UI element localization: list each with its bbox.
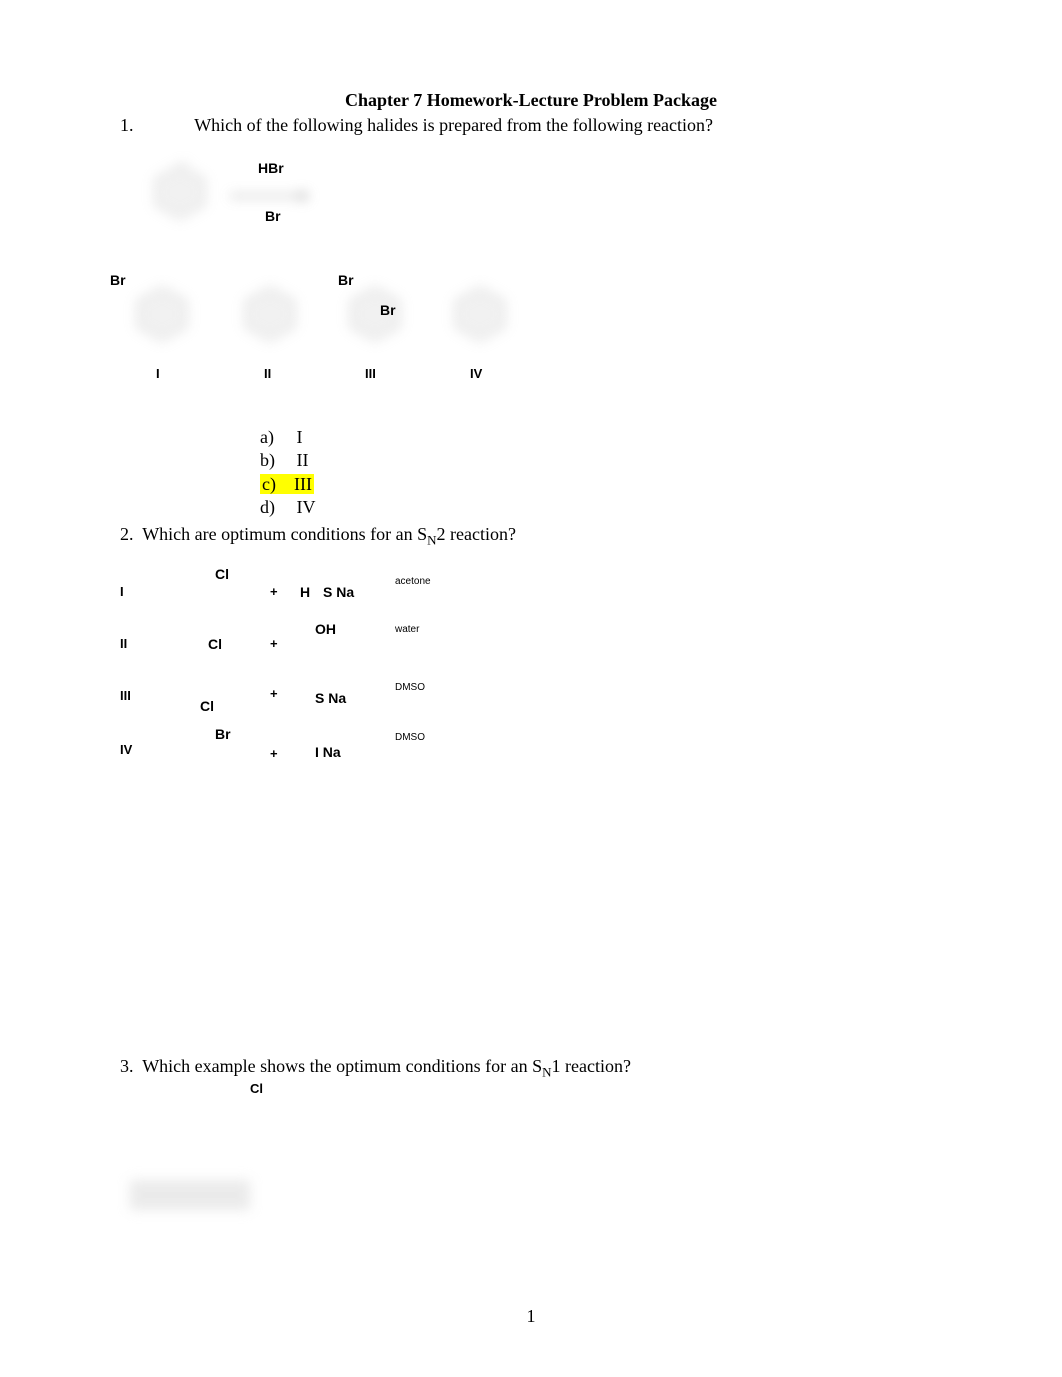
page-number: 1 (0, 1306, 1062, 1327)
answer-c: c)III (260, 473, 942, 496)
q2-diagram: I Cl + H S Na acetone II Cl + OH water I… (120, 566, 942, 796)
q2-r4-solv: DMSO (395, 732, 425, 743)
q2-r3-solv: DMSO (395, 682, 425, 693)
q3-text-b: 1 reaction? (552, 1056, 631, 1076)
q1-options-diagram: Br I Br II Br Br III IV (120, 266, 942, 406)
roman-ii: II (264, 366, 271, 381)
q2-roman-ii: II (120, 636, 127, 651)
q2-r1-plus: + (270, 584, 278, 599)
ans-d-val: IV (297, 497, 316, 517)
q3-num: 3. (120, 1056, 134, 1076)
ans-b-val: II (297, 450, 309, 470)
ans-c-val: III (294, 474, 312, 494)
q3-cl-stub: Cl (250, 1081, 263, 1096)
question-3: 3. Which example shows the optimum condi… (120, 1056, 942, 1081)
q1-answers: a) I b) II c)III d) IV (260, 426, 942, 520)
q2-r1-solv: acetone (395, 576, 431, 587)
question-2: 2. Which are optimum conditions for an S… (120, 524, 942, 549)
q2-r2-plus: + (270, 636, 278, 651)
q2-r2-hal: Cl (208, 636, 222, 652)
q2-r2-nuc: OH (315, 621, 336, 637)
reagent-label: HBr (258, 160, 284, 176)
q2-r1-hal: Cl (215, 566, 229, 582)
q3-stub: Cl (120, 1081, 942, 1111)
q3-text-a: Which example shows the optimum conditio… (142, 1056, 542, 1076)
q1-number: 1. (120, 115, 190, 136)
q2-r4-plus: + (270, 746, 278, 761)
roman-iv: IV (470, 366, 482, 381)
q2-r2-solv: water (395, 624, 419, 635)
q3-sub: N (542, 1065, 551, 1080)
q2-r4-nuc: I Na (315, 744, 341, 760)
ans-d-letter: d) (260, 496, 292, 519)
q2-r3-plus: + (270, 686, 278, 701)
q2-r1-nuc-a: H (300, 584, 310, 600)
roman-i: I (156, 366, 160, 381)
q2-num: 2. (120, 524, 134, 544)
answer-d: d) IV (260, 496, 942, 519)
answer-a: a) I (260, 426, 942, 449)
q2-text-b: 2 reaction? (437, 524, 516, 544)
br-label-product: Br (265, 208, 281, 224)
q2-sub: N (427, 532, 436, 547)
page-title: Chapter 7 Homework-Lecture Problem Packa… (120, 90, 942, 111)
q2-roman-iv: IV (120, 742, 132, 757)
q2-roman-iii: III (120, 688, 131, 703)
br-label-iii-b: Br (380, 302, 396, 318)
q1-text: Which of the following halides is prepar… (194, 115, 713, 135)
q2-text-a: Which are optimum conditions for an S (142, 524, 427, 544)
q2-r4-hal: Br (215, 726, 231, 742)
ans-a-val: I (297, 427, 303, 447)
q2-roman-i: I (120, 584, 124, 599)
ans-c-letter: c) (262, 473, 294, 496)
roman-iii: III (365, 366, 376, 381)
question-1: 1. Which of the following halides is pre… (120, 115, 942, 136)
q2-r3-hal: Cl (200, 698, 214, 714)
q2-r1-nuc-b: S Na (323, 584, 354, 600)
ans-a-letter: a) (260, 426, 292, 449)
ans-b-letter: b) (260, 449, 292, 472)
q2-r3-nuc: S Na (315, 690, 346, 706)
answer-b: b) II (260, 449, 942, 472)
q1-reaction-diagram: HBr Br (120, 156, 942, 266)
br-label-i: Br (110, 272, 126, 288)
